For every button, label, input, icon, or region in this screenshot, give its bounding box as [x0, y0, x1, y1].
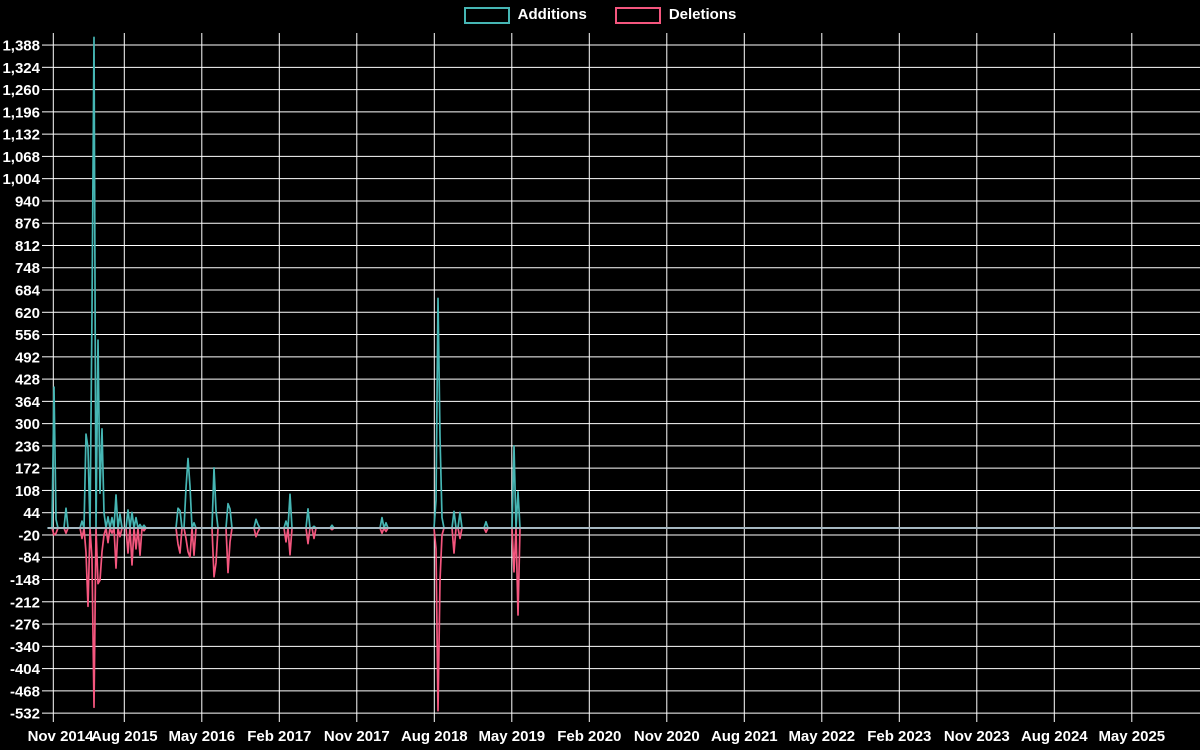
- legend-label-additions: Additions: [517, 6, 587, 23]
- legend-item-additions[interactable]: Additions: [463, 5, 587, 25]
- svg-text:1,004: 1,004: [2, 171, 40, 188]
- svg-text:Aug 2015: Aug 2015: [91, 728, 158, 745]
- svg-text:812: 812: [15, 238, 40, 255]
- svg-text:1,132: 1,132: [2, 127, 40, 144]
- chart-legend: Additions Deletions: [0, 5, 1200, 25]
- svg-text:1,324: 1,324: [2, 60, 40, 77]
- svg-text:-468: -468: [10, 683, 40, 700]
- svg-text:44: 44: [23, 505, 40, 522]
- svg-text:Feb 2020: Feb 2020: [557, 728, 621, 745]
- svg-text:Aug 2018: Aug 2018: [401, 728, 468, 745]
- grid-lines: [42, 33, 1200, 722]
- svg-text:300: 300: [15, 416, 40, 433]
- svg-text:364: 364: [15, 394, 41, 411]
- svg-text:556: 556: [15, 327, 40, 344]
- svg-text:Nov 2017: Nov 2017: [324, 728, 390, 745]
- svg-text:620: 620: [15, 305, 40, 322]
- svg-text:May 2019: May 2019: [478, 728, 545, 745]
- svg-text:-212: -212: [10, 594, 40, 611]
- svg-text:1,196: 1,196: [2, 104, 40, 121]
- svg-text:492: 492: [15, 349, 40, 366]
- svg-text:Nov 2014: Nov 2014: [28, 728, 95, 745]
- svg-text:-276: -276: [10, 617, 40, 634]
- svg-text:-404: -404: [10, 661, 41, 678]
- svg-text:Nov 2023: Nov 2023: [944, 728, 1010, 745]
- svg-text:Feb 2017: Feb 2017: [247, 728, 311, 745]
- svg-text:236: 236: [15, 438, 40, 455]
- svg-text:1,388: 1,388: [2, 38, 40, 55]
- additions-swatch: [463, 6, 510, 24]
- svg-text:Nov 2020: Nov 2020: [634, 728, 700, 745]
- svg-text:-148: -148: [10, 572, 40, 589]
- svg-text:1,260: 1,260: [2, 82, 40, 99]
- svg-text:May 2025: May 2025: [1098, 728, 1165, 745]
- legend-item-deletions[interactable]: Deletions: [614, 5, 737, 25]
- svg-text:-84: -84: [18, 550, 40, 567]
- svg-text:-20: -20: [18, 527, 40, 544]
- svg-text:876: 876: [15, 216, 40, 233]
- deletions-line: [47, 527, 1200, 712]
- svg-text:108: 108: [15, 483, 40, 500]
- svg-text:Feb 2023: Feb 2023: [867, 728, 931, 745]
- svg-text:428: 428: [15, 372, 40, 389]
- svg-text:May 2022: May 2022: [788, 728, 855, 745]
- legend-label-deletions: Deletions: [668, 6, 737, 23]
- svg-text:940: 940: [15, 193, 40, 210]
- deletions-swatch: [614, 6, 661, 24]
- svg-text:Aug 2021: Aug 2021: [711, 728, 778, 745]
- svg-text:-340: -340: [10, 639, 40, 656]
- svg-text:-532: -532: [10, 706, 40, 723]
- svg-text:1,068: 1,068: [2, 149, 40, 166]
- svg-text:172: 172: [15, 461, 40, 478]
- additions-line: [47, 36, 1200, 529]
- svg-text:684: 684: [15, 283, 41, 300]
- svg-text:May 2016: May 2016: [168, 728, 235, 745]
- svg-text:748: 748: [15, 260, 40, 277]
- svg-text:Aug 2024: Aug 2024: [1021, 728, 1088, 745]
- y-axis-labels: 1,388 1,324 1,260 1,196 1,132 1,068 1,004 940 87…: [2, 38, 40, 723]
